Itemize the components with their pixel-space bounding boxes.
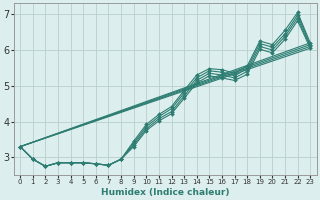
X-axis label: Humidex (Indice chaleur): Humidex (Indice chaleur) xyxy=(101,188,229,197)
